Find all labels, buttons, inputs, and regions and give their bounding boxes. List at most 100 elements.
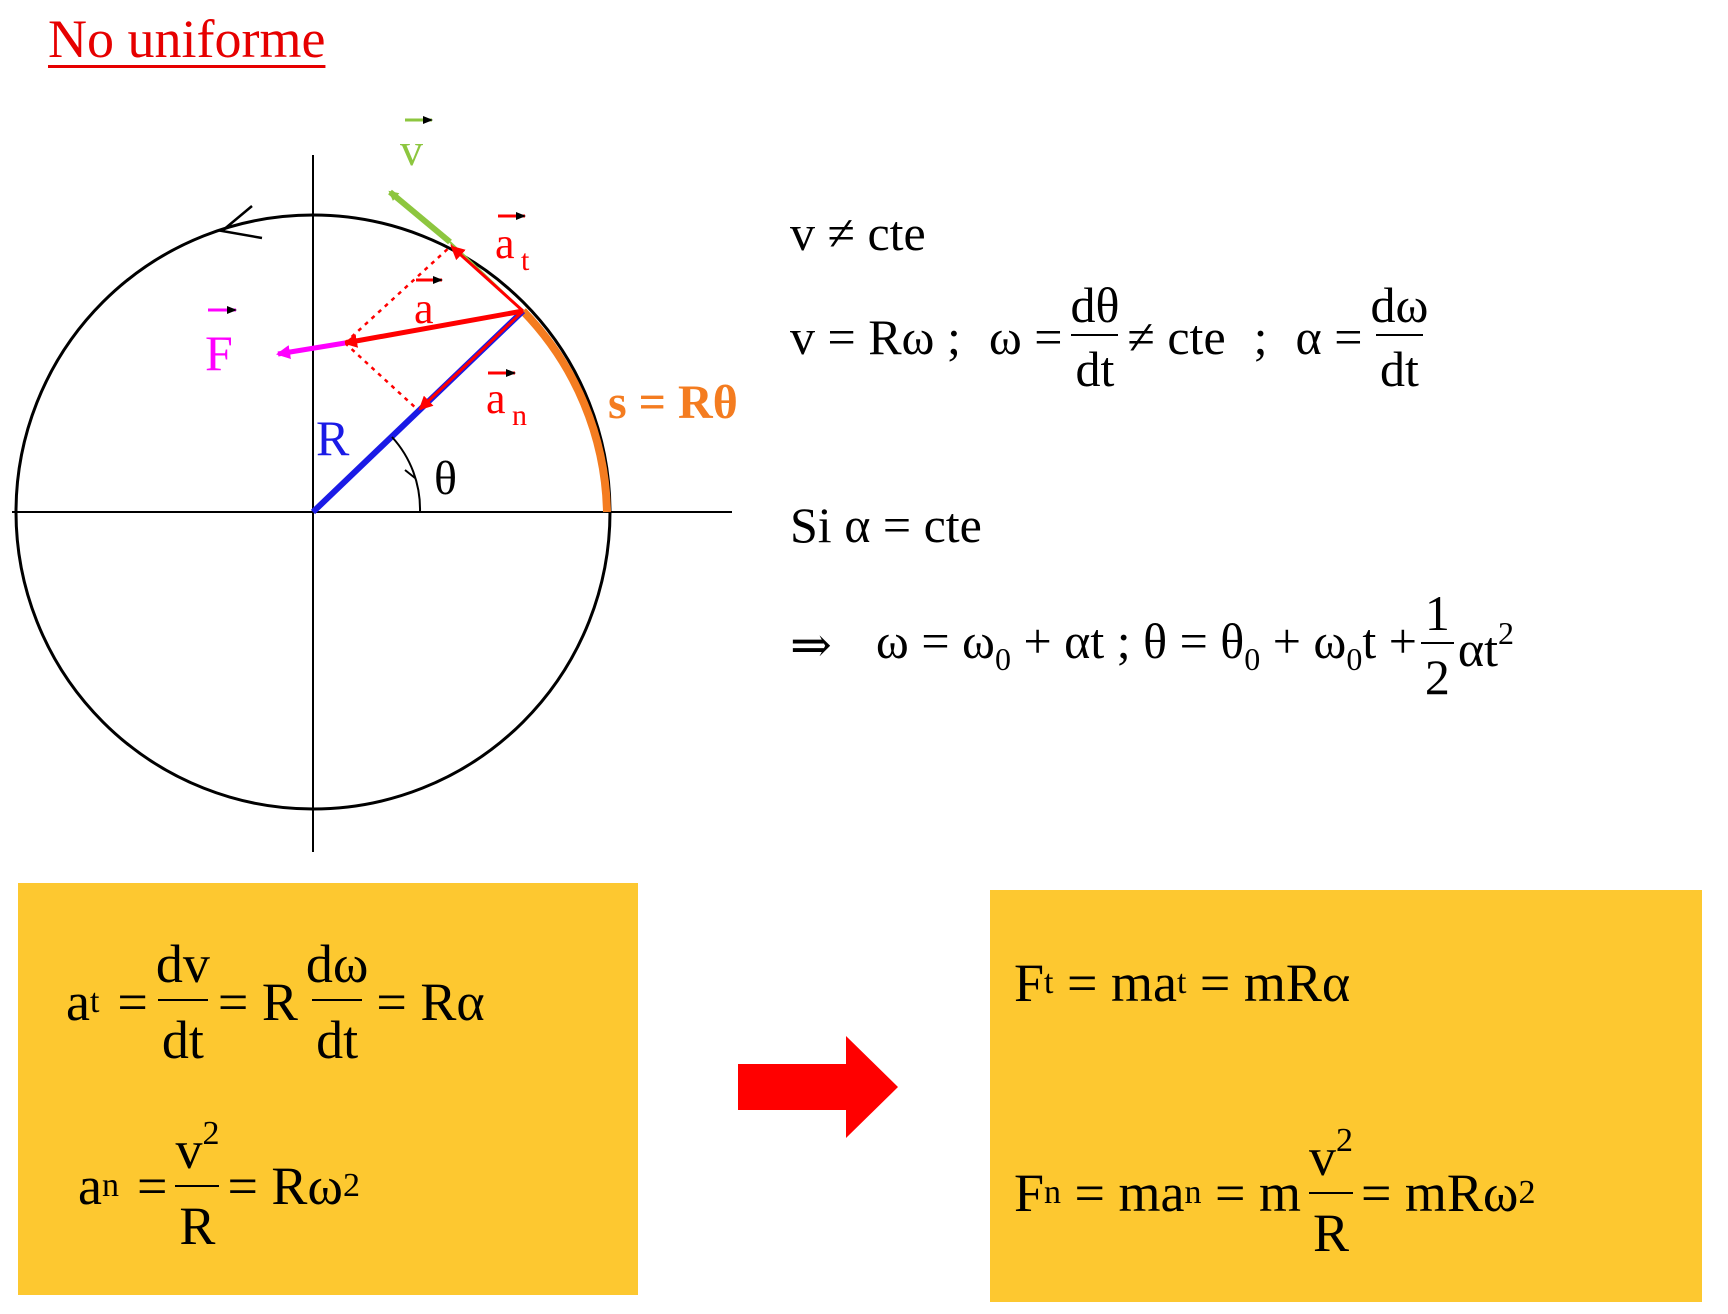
eq-alpha: α = [1295, 309, 1363, 365]
eq-text: F [1014, 953, 1045, 1013]
eq-sub: t [1044, 964, 1054, 1001]
eq-sub: t [1176, 964, 1187, 1001]
label-theta: θ [434, 452, 457, 505]
normal-acceleration-vector [418, 309, 525, 411]
eq-text: = mRω [1360, 1163, 1519, 1223]
implies-arrow [738, 1036, 898, 1138]
frac-den: R [1308, 1192, 1353, 1264]
label-at: a t [495, 212, 530, 277]
eq-si-alpha-cte: Si α = cte [790, 497, 982, 553]
frac-den: R [175, 1185, 220, 1257]
eq-sub: 0 [1244, 640, 1261, 677]
frac-one-half: 1 2 [1420, 585, 1454, 702]
eq-sub: 0 [994, 640, 1011, 677]
label-v-text: v [400, 124, 423, 175]
eq-sup: 2 [342, 1167, 360, 1204]
eq-implies: ⇒ [790, 617, 832, 673]
frac-num: v2 [1305, 1122, 1357, 1192]
eq-sub: t [89, 983, 100, 1020]
eq-v-rw: v = Rω ; [790, 309, 961, 365]
velocity-vector [388, 189, 452, 245]
eq-text: = ma [1053, 953, 1177, 1013]
eq-text: a [78, 1156, 102, 1216]
eq-text: = ma [1061, 1163, 1185, 1223]
eq-omega: ω = [988, 309, 1063, 365]
frac-dtheta-dt: dθ dt [1066, 280, 1123, 394]
page-title: No uniforme [48, 9, 326, 69]
angle-theta-arc [391, 436, 422, 513]
frac-dv-dt: dv dt [152, 933, 214, 1071]
eq-sub: 0 [1346, 640, 1363, 677]
eq-text: = R [217, 972, 298, 1032]
eq-text: v [175, 1120, 203, 1180]
frac-den: 2 [1420, 642, 1454, 702]
frac-den: dt [1375, 334, 1423, 394]
force-vector [276, 340, 346, 359]
eq-text: ω = ω [875, 612, 995, 669]
label-R: R [316, 410, 350, 466]
frac-num: dω [305, 934, 369, 994]
eq-omega-t: ω = ω0 + αt ; θ = θ0 + ω0t + [876, 616, 1417, 675]
frac-num: dθ [1070, 277, 1120, 333]
eq-text: = mRα [1186, 953, 1351, 1013]
eq-v-neq-cte: v ≠ cte [790, 205, 926, 261]
frac-den: dt [1071, 334, 1119, 394]
frac-num: dv [155, 934, 210, 994]
eq-sub: n [1184, 1174, 1202, 1211]
arc-length [520, 308, 611, 513]
eq-text: = Rω [227, 1156, 343, 1216]
label-a: a [414, 276, 443, 333]
label-an-text: a [486, 374, 506, 423]
label-an-sub: n [512, 399, 527, 432]
direction-arrowhead [219, 205, 263, 240]
trajectory-circle [14, 213, 612, 811]
frac-v2-R: v2 R [1305, 1122, 1357, 1264]
eq-text: = [136, 1156, 168, 1216]
eq-text: F [1014, 1163, 1045, 1223]
eq-line2: v = Rω ; ω = dθ dt ≠ cte ; α = dω dt [790, 280, 1436, 394]
frac-num: 1 [1424, 585, 1450, 641]
eq-text: + ω [1260, 612, 1347, 669]
eq-line4: ⇒ ω = ω0 + αt ; θ = θ0 + ω0t + 1 2 αt2 [790, 588, 1514, 702]
frac-num: dω [1370, 277, 1429, 333]
eq-text: αt [1457, 620, 1499, 677]
label-at-text: a [495, 219, 515, 268]
eq-alpha-t2: αt2 [1458, 617, 1514, 674]
eq-semicolon: ; [1253, 309, 1268, 365]
label-v: v [400, 116, 433, 175]
frac-num: v2 [171, 1115, 223, 1185]
eq-text: = [117, 972, 148, 1032]
eq-text: a [66, 972, 90, 1032]
frac-den: dt [157, 999, 208, 1071]
eq-text: + αt ; θ = θ [1010, 612, 1245, 669]
angle-theta-tick [404, 469, 416, 479]
label-a-text: a [414, 284, 434, 333]
eq-sup: 2 [202, 1115, 220, 1152]
eq-text: = m [1201, 1163, 1301, 1223]
frac-domega-dt: dω dt [302, 933, 373, 1071]
eq-sup: 2 [1498, 614, 1515, 651]
eq-sub: n [1044, 1174, 1062, 1211]
eq-sub: n [101, 1167, 119, 1204]
label-an: a n [486, 369, 527, 432]
frac-v2-R: v2 R [171, 1115, 223, 1257]
eq-sup: 2 [1335, 1122, 1353, 1159]
label-arc: s = Rθ [608, 376, 738, 429]
dotted-tangent-projection [344, 244, 453, 344]
label-F: F [205, 306, 237, 381]
eq-text: = Rα [376, 972, 485, 1032]
frac-den: dt [312, 999, 363, 1071]
tangential-acceleration-vector [450, 245, 525, 313]
eq-neq-cte: ≠ cte [1127, 309, 1226, 365]
label-at-sub: t [521, 244, 530, 277]
eq-text: t + [1362, 612, 1417, 669]
acceleration-vector [343, 308, 524, 348]
eq-sup: 2 [1518, 1174, 1536, 1211]
